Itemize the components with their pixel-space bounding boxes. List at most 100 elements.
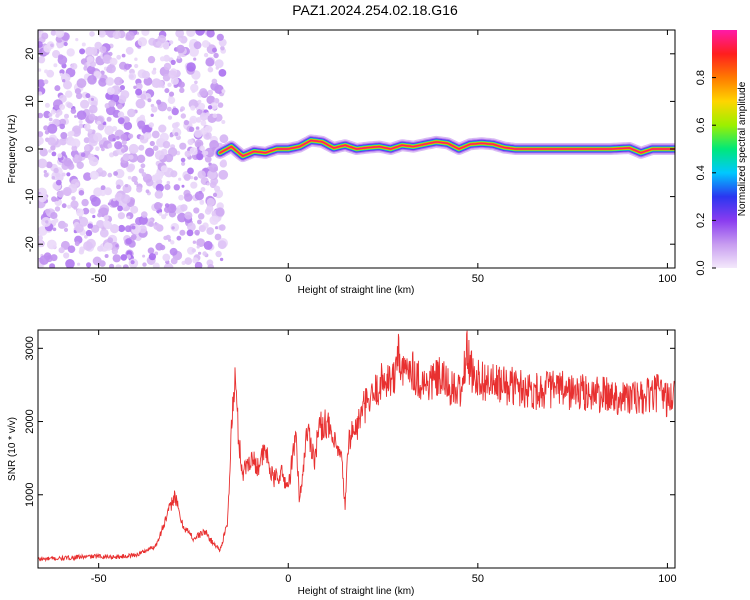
noise-blob [48,112,53,117]
noise-blob [49,263,56,268]
noise-blob [171,226,175,230]
noise-blob [48,117,53,122]
noise-blob [51,176,56,180]
noise-blob [170,59,176,65]
noise-blob [213,98,220,104]
noise-blob [67,245,76,253]
noise-blob [209,215,219,225]
noise-blob [164,88,170,94]
noise-blob [151,106,158,113]
noise-blob [51,151,57,157]
noise-blob [154,171,164,180]
noise-blob [45,161,53,169]
noise-blob [128,154,134,160]
noise-blob [164,153,174,163]
noise-blob [38,68,42,72]
colorbar-tick-label: 0.2 [695,213,707,228]
noise-blob [47,123,58,134]
noise-blob [78,119,83,125]
noise-blob [102,54,113,64]
noise-blob [99,228,109,238]
noise-blob [67,131,74,138]
noise-blob [43,172,49,178]
colorbar-tick-label: 0.0 [695,260,707,275]
noise-blob [203,150,209,156]
noise-blob [159,56,166,62]
colorbar-tick-label: 0.4 [695,165,707,180]
noise-blob [221,120,226,124]
noise-blob [76,78,87,89]
noise-blob [47,137,56,146]
noise-blob [187,167,194,175]
noise-blob [100,185,106,191]
noise-blob [114,192,124,202]
noise-blob [195,126,200,130]
noise-blob [154,150,165,161]
noise-blob [195,117,202,123]
noise-blob [178,37,182,42]
noise-blob [170,257,178,265]
noise-blob [65,90,73,98]
snr-frame [37,329,676,569]
noise-blob [78,215,83,220]
noise-blob [66,48,75,57]
noise-blob [114,76,123,86]
noise-blob [115,264,122,268]
y-tick-label: 3000 [24,336,36,360]
noise-blob [130,260,135,265]
noise-blob [207,105,213,110]
noise-blob [76,110,87,120]
noise-blob [187,222,196,232]
noise-blob [50,145,56,151]
noise-blob [179,142,187,150]
noise-blob [51,196,57,202]
noise-blob [141,172,147,177]
noise-blob [214,59,224,68]
noise-blob [88,156,99,167]
noise-blob [89,104,98,114]
noise-blob [212,113,218,119]
noise-blob [106,116,112,122]
noise-blob [158,124,167,133]
noise-blob [80,99,90,109]
noise-blob [74,241,80,247]
noise-blob [55,179,62,186]
noise-blob [190,83,199,93]
noise-blob [156,80,164,88]
noise-blob [183,173,191,181]
x-tick-label: -50 [91,273,107,285]
noise-blob [63,157,72,167]
noise-blob [215,226,219,230]
noise-blob [196,245,200,249]
noise-blob [70,140,77,147]
noise-blob [61,172,66,177]
noise-blob [190,105,196,111]
noise-blob [74,115,77,118]
noise-blob [103,215,109,221]
noise-blob [206,30,215,38]
noise-blob [155,41,162,47]
noise-blob [70,108,77,114]
noise-blob [166,106,172,112]
colorbar-label: Normalized spectral amplitude [737,81,748,216]
noise-blob [107,143,113,149]
noise-blob [43,44,52,53]
noise-blob [83,137,90,144]
noise-blob [83,172,92,181]
noise-blob [115,168,125,179]
noise-blob [112,198,116,202]
noise-blob [127,108,136,118]
snr-y-ticks: 1000 2000 3000 [24,336,675,507]
noise-blob [216,33,224,41]
noise-blob [145,147,155,157]
noise-blob [138,225,147,234]
noise-blob [97,212,102,218]
noise-blob [62,186,72,196]
noise-blob [65,259,75,268]
snr-y-axis-title: SNR (10 * v/v) [7,417,18,481]
noise-blob [221,89,226,94]
noise-blob [82,207,90,215]
noise-blob [139,135,145,141]
noise-blob [137,120,146,129]
noise-blob [133,85,137,90]
